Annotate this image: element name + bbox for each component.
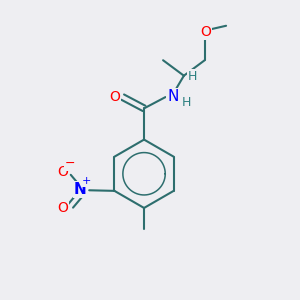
Text: N: N bbox=[74, 182, 87, 197]
Text: H: H bbox=[182, 96, 191, 109]
Text: O: O bbox=[57, 165, 68, 179]
Text: H: H bbox=[188, 70, 197, 83]
Text: −: − bbox=[65, 157, 75, 170]
Text: O: O bbox=[200, 25, 211, 39]
Text: +: + bbox=[82, 176, 92, 186]
Text: N: N bbox=[167, 89, 179, 104]
Text: O: O bbox=[57, 201, 68, 215]
Text: O: O bbox=[109, 89, 120, 103]
